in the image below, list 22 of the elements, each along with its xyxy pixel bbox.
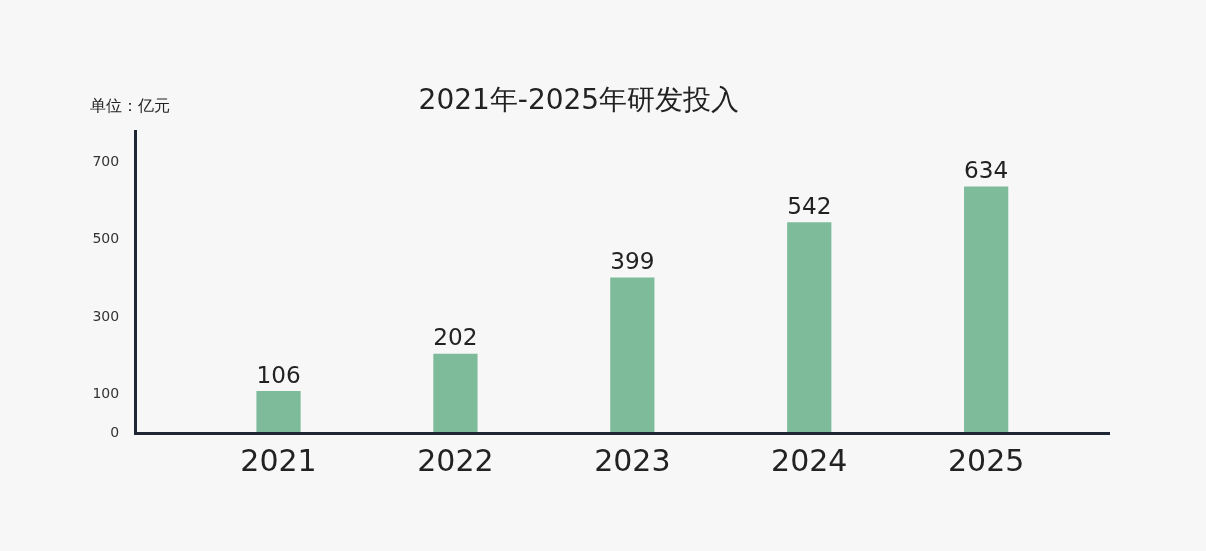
bar — [964, 186, 1009, 432]
y-tick-label: 500 — [92, 230, 120, 247]
x-tick-label: 2023 — [594, 443, 671, 478]
bar — [787, 222, 832, 432]
data-label: 106 — [256, 360, 301, 388]
bar — [256, 390, 301, 432]
y-tick-label: 100 — [92, 385, 120, 402]
y-tick-label: 300 — [92, 307, 120, 324]
y-axis-title: 单位：亿元 — [90, 96, 170, 115]
y-tick-label: 0 — [110, 423, 120, 440]
y-tick-label: 700 — [92, 152, 120, 169]
bar — [433, 353, 478, 432]
x-tick-label: 2022 — [417, 443, 494, 478]
data-label: 542 — [787, 191, 832, 219]
data-label: 202 — [433, 323, 478, 351]
bar — [610, 277, 655, 432]
x-tick-label: 2021 — [240, 443, 317, 478]
data-label: 399 — [610, 247, 655, 275]
chart-title: 2021年-2025年研发投入 — [418, 82, 740, 116]
x-tick-label: 2024 — [771, 443, 848, 478]
data-label: 634 — [964, 156, 1009, 184]
x-tick-label: 2025 — [947, 443, 1025, 478]
